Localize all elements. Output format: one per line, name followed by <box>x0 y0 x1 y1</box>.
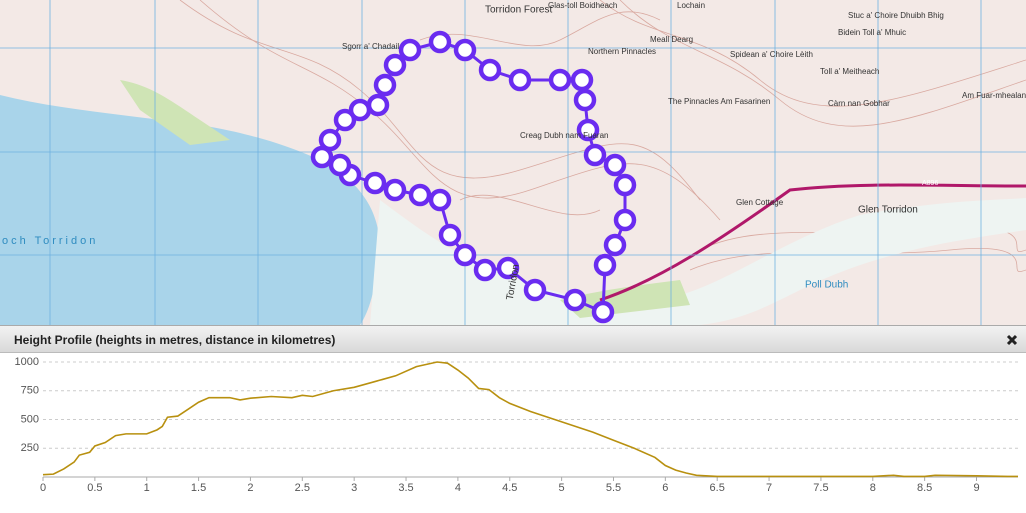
panel-header: Height Profile (heights in metres, dista… <box>0 325 1026 353</box>
x-tick-label: 8.5 <box>917 482 932 494</box>
x-tick-label: 3.5 <box>398 482 413 494</box>
map-label: Spidean a' Choire Lèith <box>730 50 813 59</box>
x-tick-label: 1.5 <box>191 482 206 494</box>
x-tick-label: 8 <box>870 482 876 494</box>
map-label: och Torridon <box>2 235 98 247</box>
close-button[interactable] <box>1006 334 1018 346</box>
map[interactable]: Torridon Forest Glas-toll Boidheach Loch… <box>0 0 1026 325</box>
map-label: Northern Pinnacles <box>588 47 656 56</box>
road-a896 <box>599 183 1026 302</box>
x-tick-label: 2.5 <box>295 482 310 494</box>
x-tick-label: 7 <box>766 482 772 494</box>
map-label: Toll a' Meitheach <box>820 67 879 76</box>
map-label: Sgorr a' Chadail <box>342 42 399 51</box>
y-tick-label: 1000 <box>15 356 39 368</box>
x-tick-label: 0.5 <box>87 482 102 494</box>
profile-line <box>42 361 1018 478</box>
map-label: Glen Torridon <box>858 205 918 216</box>
map-label: Meall Dearg <box>650 35 693 44</box>
map-label: Glen Cottage <box>736 198 784 207</box>
map-label: Creag Dubh nam Fuaran <box>520 131 609 140</box>
map-label: Lochain <box>677 1 705 10</box>
x-tick-label: 7.5 <box>813 482 828 494</box>
map-label: Stuc a' Choire Dhuibh Bhig <box>848 11 944 20</box>
y-tick-label: 500 <box>21 413 39 425</box>
x-tick-label: 0 <box>40 482 46 494</box>
map-label: Bidein Toll a' Mhuic <box>838 28 906 37</box>
map-label: The Pinnacles Am Fasarinen <box>668 97 770 106</box>
x-tick-label: 6 <box>662 482 668 494</box>
x-tick-label: 4.5 <box>502 482 517 494</box>
x-tick-label: 3 <box>351 482 357 494</box>
map-label: A896 <box>922 180 938 187</box>
map-label: Glas-toll Boidheach <box>548 1 617 10</box>
loch <box>0 95 380 325</box>
x-tick-label: 5 <box>559 482 565 494</box>
x-tick-label: 1 <box>144 482 150 494</box>
x-tick-label: 6.5 <box>710 482 725 494</box>
map-label: Torridon Forest <box>485 5 552 16</box>
y-tick-label: 750 <box>21 385 39 397</box>
map-label: Càrn nan Gobhar <box>828 99 890 108</box>
x-tick-label: 4 <box>455 482 461 494</box>
woodland <box>120 80 230 145</box>
x-tick-label: 5.5 <box>606 482 621 494</box>
y-tick-label: 250 <box>21 442 39 454</box>
height-profile-chart: 250 500 750 1000 0 0.5 1 1.5 2 2.5 3 3.5 4 4.5 5 5.5 6 6.… <box>15 356 1018 494</box>
map-label: Poll Dubh <box>805 280 848 291</box>
x-tick-label: 2 <box>247 482 253 494</box>
map-label: Am Fuar-mhealan <box>962 91 1026 100</box>
x-tick-label: 9 <box>973 482 979 494</box>
route[interactable] <box>310 30 637 324</box>
panel-title: Height Profile (heights in metres, dista… <box>14 333 336 347</box>
